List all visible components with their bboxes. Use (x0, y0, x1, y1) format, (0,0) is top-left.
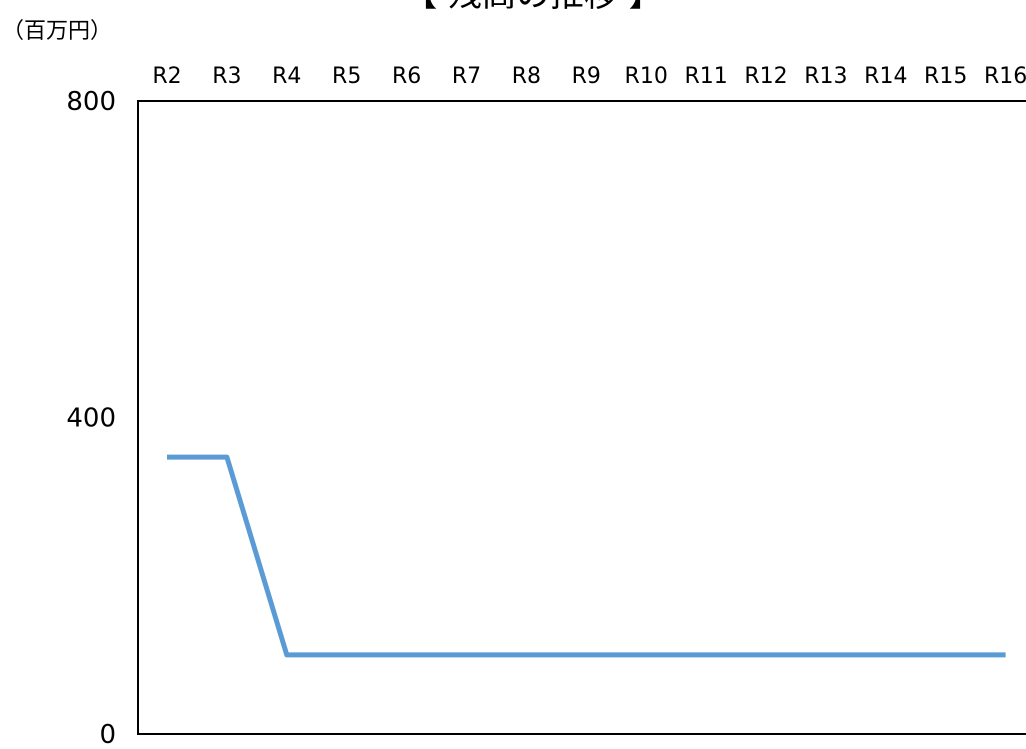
x-tick-label: R13 (804, 64, 847, 89)
x-tick-label: R10 (625, 64, 668, 89)
y-tick-label: 800 (66, 87, 116, 117)
y-tick-labels: 0 400 800 (66, 87, 116, 749)
x-tick-label: R5 (332, 64, 361, 89)
x-tick-label: R2 (152, 64, 181, 89)
x-tick-label: R3 (212, 64, 241, 89)
x-tick-label: R9 (572, 64, 601, 89)
x-tick-label: R7 (452, 64, 481, 89)
plot-area (137, 100, 1026, 735)
y-tick-label: 400 (66, 404, 116, 434)
x-tick-label: R15 (924, 64, 967, 89)
x-tick-label: R11 (684, 64, 727, 89)
y-axis-unit-label: （百万円） (2, 19, 112, 44)
chart-title: 【 残高の推移 】 (403, 0, 663, 15)
series-line (167, 454, 1006, 658)
x-tick-label: R4 (272, 64, 301, 89)
x-tick-label: R14 (864, 64, 907, 89)
series-layer (167, 454, 1006, 658)
y-tick-label: 0 (99, 720, 116, 749)
x-tick-label: R6 (392, 64, 421, 89)
x-tick-label: R8 (512, 64, 541, 89)
x-tick-label: R16 (984, 64, 1026, 89)
x-tick-labels: R2 R3 R4 R5 R6 R7 R8 R9 R10 R11 R12 R13 R14 R15 R16 (152, 64, 1026, 89)
x-tick-label: R12 (744, 64, 787, 89)
